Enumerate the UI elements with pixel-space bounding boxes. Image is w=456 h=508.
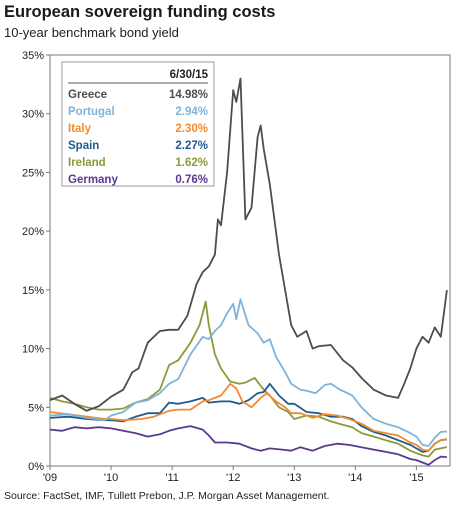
y-tick-label: 0% bbox=[28, 461, 44, 473]
y-tick-label: 5% bbox=[28, 402, 44, 414]
x-tick-label: '09 bbox=[43, 472, 57, 484]
legend-header: 6/30/15 bbox=[170, 69, 209, 81]
legend-entry-value: 14.98% bbox=[169, 89, 208, 101]
legend-entry-value: 1.62% bbox=[175, 157, 208, 169]
y-tick-label: 10% bbox=[22, 344, 44, 356]
x-tick-label: '15 bbox=[409, 472, 423, 484]
legend-entry-name: Greece bbox=[68, 89, 107, 101]
y-tick-label: 15% bbox=[22, 285, 44, 297]
legend-entry-value: 2.27% bbox=[175, 140, 208, 152]
legend-entry-name: Portugal bbox=[68, 106, 115, 118]
y-tick-label: 35% bbox=[22, 50, 44, 62]
chart-subtitle: 10-year benchmark bond yield bbox=[4, 25, 179, 40]
x-tick-label: '11 bbox=[165, 472, 179, 484]
legend-entry-name: Ireland bbox=[68, 157, 106, 169]
y-tick-label: 30% bbox=[22, 109, 44, 121]
source-note: Source: FactSet, IMF, Tullett Prebon, J.… bbox=[4, 490, 330, 502]
chart-title: European sovereign funding costs bbox=[4, 3, 276, 21]
legend-entry-name: Germany bbox=[68, 174, 118, 186]
y-tick-label: 20% bbox=[22, 226, 44, 238]
legend-entry-name: Italy bbox=[68, 123, 92, 135]
series-lines bbox=[49, 77, 448, 466]
legend: 6/30/15 Greece 14.98% Portugal 2.94% Italy 2.3… bbox=[61, 61, 215, 187]
series-line-germany bbox=[49, 425, 447, 466]
plot-frame bbox=[49, 54, 451, 467]
axes: 0% 5% 10% 15% 20% 25% 30% 35% '09 '10 '11 '12 '13 '14… bbox=[22, 50, 451, 484]
legend-entry-value: 0.76% bbox=[175, 174, 208, 186]
x-tick-label: '10 bbox=[104, 472, 118, 484]
y-tick-label: 25% bbox=[22, 167, 44, 179]
legend-entry-value: 2.94% bbox=[175, 106, 208, 118]
series-line-greece bbox=[49, 77, 448, 412]
x-tick-label: '13 bbox=[287, 472, 301, 484]
series-line-spain bbox=[49, 382, 448, 453]
x-tick-label: '14 bbox=[348, 472, 362, 484]
legend-entry-value: 2.30% bbox=[175, 123, 208, 135]
x-tick-label: '12 bbox=[226, 472, 240, 484]
series-line-italy bbox=[49, 382, 448, 452]
legend-entry-name: Spain bbox=[68, 140, 99, 152]
series-line-portugal bbox=[49, 298, 447, 447]
